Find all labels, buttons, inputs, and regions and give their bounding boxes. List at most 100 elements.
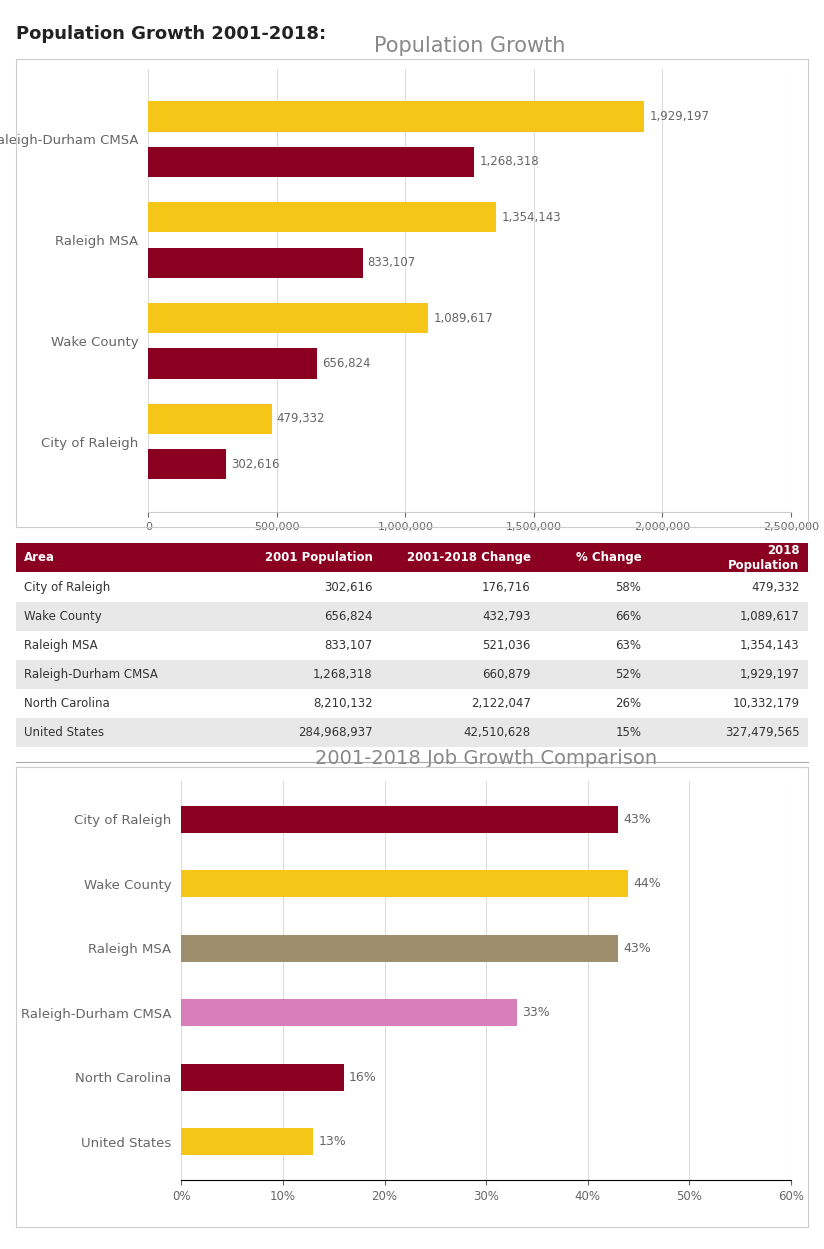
Text: Raleigh-Durham CMSA: Raleigh-Durham CMSA [25,668,158,681]
FancyBboxPatch shape [381,543,539,572]
Text: Population Growth 2001-2018:: Population Growth 2001-2018: [16,25,326,42]
Text: 1,354,143: 1,354,143 [502,211,561,224]
Title: Population Growth: Population Growth [374,36,565,56]
FancyBboxPatch shape [539,689,649,718]
Text: 13%: 13% [318,1135,346,1148]
Bar [148,304,428,333]
Text: 42,510,628: 42,510,628 [464,726,531,739]
FancyBboxPatch shape [16,602,238,631]
Text: 521,036: 521,036 [482,638,531,652]
FancyBboxPatch shape [238,718,381,747]
FancyBboxPatch shape [381,689,539,718]
FancyBboxPatch shape [238,659,381,689]
Text: 1,929,197: 1,929,197 [740,668,799,681]
Title: 2001-2018 Job Growth Comparison: 2001-2018 Job Growth Comparison [315,749,658,768]
Text: 58%: 58% [616,581,641,593]
FancyBboxPatch shape [16,543,238,572]
FancyBboxPatch shape [16,631,238,659]
Text: 833,107: 833,107 [368,256,416,270]
Text: 302,616: 302,616 [324,581,372,593]
FancyBboxPatch shape [539,602,649,631]
Bar [148,450,226,480]
Text: 284,968,937: 284,968,937 [297,726,372,739]
FancyBboxPatch shape [16,572,238,602]
Bar [148,247,363,277]
Text: 1,268,318: 1,268,318 [313,668,372,681]
Text: 52%: 52% [616,668,641,681]
FancyBboxPatch shape [649,572,808,602]
Text: 1,929,197: 1,929,197 [649,110,709,124]
Text: City of Raleigh: City of Raleigh [25,581,110,593]
Bar [181,934,618,962]
Text: 656,824: 656,824 [322,357,371,370]
Bar [181,806,618,833]
Bar [181,871,629,897]
FancyBboxPatch shape [649,631,808,659]
Text: 479,332: 479,332 [751,581,799,593]
Text: 2001 Population: 2001 Population [265,551,372,565]
Text: 660,879: 660,879 [482,668,531,681]
Text: 656,824: 656,824 [324,610,372,623]
Text: 43%: 43% [623,813,651,826]
FancyBboxPatch shape [539,718,649,747]
Text: 15%: 15% [616,726,641,739]
FancyBboxPatch shape [381,602,539,631]
FancyBboxPatch shape [539,631,649,659]
Text: 1,089,617: 1,089,617 [433,311,494,325]
Text: 10,332,179: 10,332,179 [733,697,799,711]
Text: Area: Area [25,551,55,565]
Text: 833,107: 833,107 [324,638,372,652]
FancyBboxPatch shape [16,659,238,689]
FancyBboxPatch shape [649,689,808,718]
Bar [148,403,272,433]
FancyBboxPatch shape [238,572,381,602]
Text: 16%: 16% [349,1070,377,1084]
Bar [148,101,644,131]
Text: Raleigh MSA: Raleigh MSA [25,638,98,652]
Bar [181,1064,344,1090]
FancyBboxPatch shape [16,718,238,747]
Text: 26%: 26% [616,697,641,711]
Bar [148,202,496,232]
Text: Wake County: Wake County [25,610,102,623]
FancyBboxPatch shape [649,543,808,572]
Text: 2001-2018 Change: 2001-2018 Change [407,551,531,565]
Text: 2018
Population: 2018 Population [728,543,799,572]
Text: 1,268,318: 1,268,318 [480,155,539,169]
Text: 432,793: 432,793 [482,610,531,623]
FancyBboxPatch shape [381,718,539,747]
Text: 43%: 43% [623,942,651,954]
Bar [181,999,517,1027]
FancyBboxPatch shape [539,543,649,572]
FancyBboxPatch shape [381,572,539,602]
Text: 176,716: 176,716 [482,581,531,593]
Legend: City of Raleigh, Wake County, Raleigh MSA, Raleigh-Durham CMSA, North Carolina, : City of Raleigh, Wake County, Raleigh MS… [159,1245,569,1249]
Legend: 2018 Population, 2001 Population: 2018 Population, 2001 Population [226,553,521,577]
FancyBboxPatch shape [238,631,381,659]
FancyBboxPatch shape [539,572,649,602]
Text: 327,479,565: 327,479,565 [725,726,799,739]
Text: North Carolina: North Carolina [25,697,110,711]
Text: 1,354,143: 1,354,143 [740,638,799,652]
Text: 44%: 44% [634,877,662,891]
FancyBboxPatch shape [539,659,649,689]
Text: 1,089,617: 1,089,617 [740,610,799,623]
FancyBboxPatch shape [649,718,808,747]
FancyBboxPatch shape [16,689,238,718]
FancyBboxPatch shape [238,689,381,718]
Bar [148,147,475,177]
FancyBboxPatch shape [381,631,539,659]
Text: % Change: % Change [576,551,641,565]
Text: 63%: 63% [616,638,641,652]
Bar [181,1128,313,1155]
Text: 479,332: 479,332 [277,412,325,426]
Text: 33%: 33% [522,1007,550,1019]
FancyBboxPatch shape [649,602,808,631]
Bar [148,348,317,378]
FancyBboxPatch shape [238,543,381,572]
Text: 302,616: 302,616 [232,457,280,471]
FancyBboxPatch shape [649,659,808,689]
FancyBboxPatch shape [238,602,381,631]
Text: United States: United States [25,726,105,739]
FancyBboxPatch shape [381,659,539,689]
